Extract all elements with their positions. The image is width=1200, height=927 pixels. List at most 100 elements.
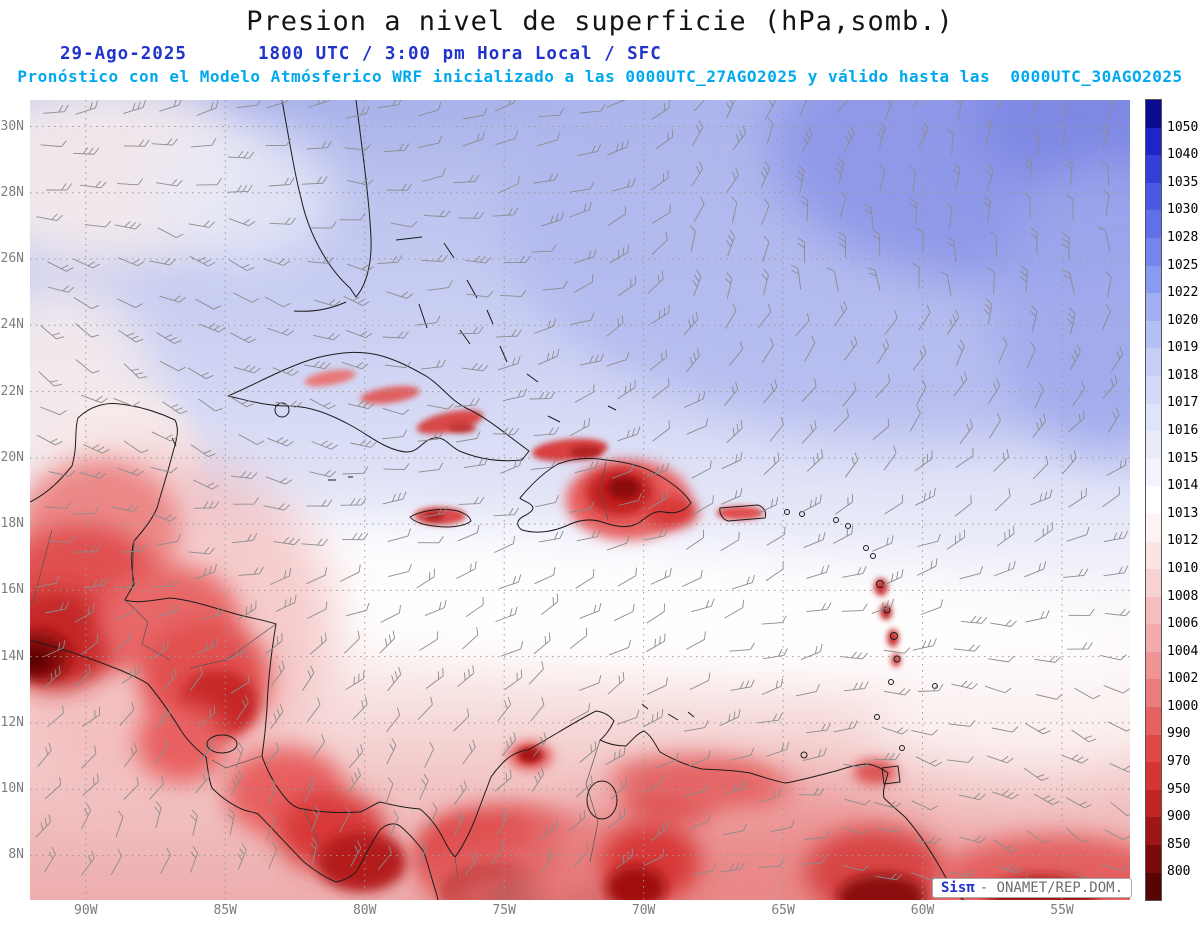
attribution-box: Sisπ - ONAMET/REP.DOM. <box>931 878 1132 898</box>
coast-cuba <box>227 351 530 462</box>
credit-label: - ONAMET/REP.DOM. <box>979 880 1123 896</box>
colorbar-label: 950 <box>1167 781 1191 797</box>
colorbar-cell <box>1146 789 1161 818</box>
lat-tick-label: 26N <box>0 251 24 267</box>
colorbar-label: 1012 <box>1167 533 1199 549</box>
colorbar-label: 1022 <box>1167 285 1199 301</box>
longitude-axis: 90W 85W 80W 75W 70W 65W 60W 55W <box>30 903 1130 921</box>
lat-tick-label: 30N <box>0 118 24 134</box>
colorbar-label: 1015 <box>1167 450 1199 466</box>
colorbar-label: 800 <box>1167 864 1191 880</box>
colorbar-cell <box>1146 845 1161 873</box>
lat-tick-label: 20N <box>0 449 24 465</box>
lat-tick-label: 24N <box>0 317 24 333</box>
lat-tick-label: 8N <box>8 847 24 863</box>
lat-tick-label: 12N <box>0 714 24 730</box>
colorbar-label: 1008 <box>1167 588 1199 604</box>
coast-puerto-rico <box>719 504 767 522</box>
coast-florida-keys <box>293 301 347 312</box>
colorbar-cell <box>1146 762 1161 790</box>
coast-mainland-caribbean <box>29 403 965 901</box>
lat-tick-label: 14N <box>0 648 24 664</box>
colorbar-cell <box>1146 734 1161 763</box>
lon-tick-label: 90W <box>74 903 98 918</box>
latitude-axis: 30N 28N 26N 24N 22N 20N 18N 16N 14N 12N 10N 8N <box>0 100 26 900</box>
colorbar-cell <box>1146 707 1161 735</box>
colorbar-label: 1018 <box>1167 367 1199 383</box>
colorbar-cell <box>1146 127 1161 156</box>
colorbar-label: 1000 <box>1167 698 1199 714</box>
wind-barbs <box>35 83 1136 890</box>
brand-label: Sisπ <box>940 880 975 896</box>
forecast-description: Pronóstico con el Modelo Atmósferico WRF… <box>17 67 1183 86</box>
colorbar-label: 1004 <box>1167 643 1199 659</box>
colorbar-cell <box>1146 679 1161 708</box>
colorbar-cell <box>1146 348 1161 376</box>
lat-tick-label: 22N <box>0 383 24 399</box>
colorbar-cell <box>1146 182 1161 211</box>
colorbar-cell <box>1146 210 1161 238</box>
colorbar-cell <box>1146 596 1161 625</box>
page-title: Presion a nivel de superficie (hPa,somb.… <box>246 6 954 37</box>
colorbar-label: 990 <box>1167 726 1191 742</box>
colorbar-cell <box>1146 431 1161 459</box>
graticule <box>30 100 1130 900</box>
colorbar-label: 1017 <box>1167 395 1199 411</box>
lon-tick-label: 60W <box>910 903 935 918</box>
colorbar-cell <box>1146 375 1161 404</box>
pressure-colorbar: 1050 1040 1035 1030 1028 1025 1022 1020 1019 1018… <box>1145 99 1200 901</box>
colorbar-label: 1002 <box>1167 671 1199 687</box>
lon-tick-label: 70W <box>631 903 656 918</box>
colorbar-cell <box>1146 458 1161 487</box>
colorbar-label: 970 <box>1167 754 1191 770</box>
lat-tick-label: 18N <box>0 516 24 532</box>
colorbar-label: 1014 <box>1167 478 1199 494</box>
colorbar-label: 850 <box>1167 836 1191 852</box>
coast-hispaniola <box>517 457 692 533</box>
colorbar-cell <box>1146 403 1161 432</box>
colorbar-cell <box>1146 817 1161 846</box>
colorbar-cell <box>1146 872 1161 901</box>
lat-tick-label: 10N <box>0 781 24 797</box>
colorbar-cell <box>1146 569 1161 597</box>
colorbar-label: 1028 <box>1167 229 1199 245</box>
colorbar-label: 1019 <box>1167 340 1199 356</box>
lon-tick-label: 65W <box>771 903 795 918</box>
colorbar-cell <box>1146 265 1161 294</box>
colorbar-label: 1050 <box>1167 119 1199 135</box>
colorbar-label: 1040 <box>1167 147 1199 163</box>
lon-tick-label: 80W <box>352 903 377 918</box>
lat-tick-label: 28N <box>0 184 24 200</box>
colorbar-cell <box>1146 320 1161 349</box>
colorbar-label: 1025 <box>1167 257 1199 273</box>
coast-isla-juventud <box>274 402 290 418</box>
colorbar-cell <box>1146 541 1161 570</box>
colorbar-cell <box>1146 237 1161 266</box>
colorbar-label: 900 <box>1167 809 1191 825</box>
colorbar-label: 1013 <box>1167 505 1199 521</box>
coast-florida <box>281 99 372 298</box>
colorbar-cell <box>1146 624 1161 652</box>
lon-tick-label: 55W <box>1050 903 1074 918</box>
colorbar-cell <box>1146 293 1161 321</box>
lon-tick-label: 75W <box>492 903 516 918</box>
colorbar-cell <box>1146 486 1161 514</box>
colorbar-label: 1016 <box>1167 423 1199 439</box>
valid-date: 29-Ago-2025 <box>60 44 187 64</box>
colorbar-cell <box>1146 651 1161 680</box>
colorbar-label: 1006 <box>1167 616 1199 632</box>
lake-maracaibo <box>586 780 618 820</box>
colorbar-label: 1030 <box>1167 202 1199 218</box>
colorbar-label: 1035 <box>1167 174 1199 190</box>
colorbar-label: 1010 <box>1167 560 1199 576</box>
country-borders <box>29 461 609 879</box>
colorbar-strip <box>1145 99 1162 901</box>
colorbar-cell <box>1146 513 1161 542</box>
coast-jamaica <box>409 508 472 528</box>
valid-time: 1800 UTC / 3:00 pm Hora Local / SFC <box>258 44 662 64</box>
lake-nicaragua <box>206 734 238 754</box>
lat-tick-label: 16N <box>0 582 24 598</box>
colorbar-cell <box>1146 100 1161 128</box>
